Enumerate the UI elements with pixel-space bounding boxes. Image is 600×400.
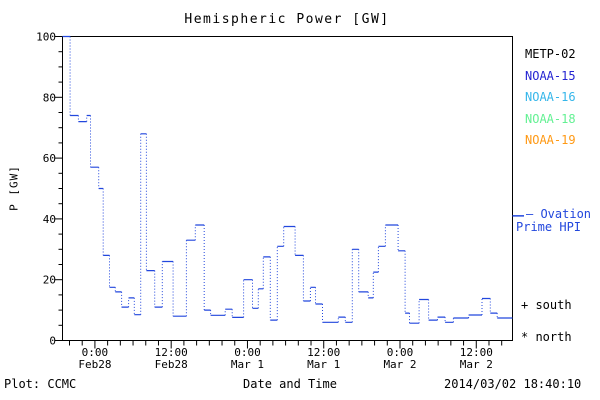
x-tick-date-label: Feb28 bbox=[155, 358, 188, 371]
x-tick-date-label: Mar 2 bbox=[383, 358, 416, 371]
ovation-line1: — Ovation bbox=[526, 207, 592, 221]
y-tick-label: 20 bbox=[43, 274, 56, 287]
x-tick-time-label: 12:00 bbox=[155, 346, 188, 359]
x-tick-time-label: 0:00 bbox=[234, 346, 261, 359]
x-tick-date-label: Mar 1 bbox=[307, 358, 340, 371]
chart-title: Hemispheric Power [GW] bbox=[184, 12, 390, 27]
legend-item-noaa-16: NOAA-16 bbox=[525, 90, 576, 104]
y-tick-label: 0 bbox=[49, 335, 56, 348]
series-vertical-connectors bbox=[69, 36, 498, 324]
plot-box bbox=[62, 36, 513, 341]
x-tick-time-label: 0:00 bbox=[82, 346, 109, 359]
north-marker-key: * north bbox=[521, 330, 572, 344]
ovation-prime-label: — Ovation Prime HPI bbox=[516, 208, 591, 234]
y-tick-label: 60 bbox=[43, 152, 56, 165]
y-tick-label: 100 bbox=[36, 31, 56, 44]
y-tick-label: 40 bbox=[43, 213, 56, 226]
x-tick-date-label: Feb28 bbox=[78, 358, 111, 371]
series-step-segments bbox=[62, 35, 513, 324]
y-tick-label: 80 bbox=[43, 91, 56, 104]
x-tick-date-label: Mar 2 bbox=[460, 358, 493, 371]
legend-item-noaa-19: NOAA-19 bbox=[525, 133, 576, 147]
x-tick-time-label: 12:00 bbox=[460, 346, 493, 359]
x-tick-date-label: Mar 1 bbox=[231, 358, 264, 371]
generated-timestamp: 2014/03/02 18:40:10 bbox=[444, 377, 582, 391]
legend-item-noaa-15: NOAA-15 bbox=[525, 68, 576, 83]
series-ovation-prime-hpi bbox=[62, 35, 513, 324]
y-axis-label: P [GW] bbox=[7, 165, 21, 211]
satellite-legend: METP-02 NOAA-15 NOAA-16 NOAA-18 NOAA-19 bbox=[525, 44, 576, 152]
x-tick-time-label: 0:00 bbox=[387, 346, 414, 359]
south-marker-key: + south bbox=[521, 298, 572, 312]
plot-credit: Plot: CCMC bbox=[4, 377, 77, 391]
y-axis: 0 20 40 60 80 100 bbox=[36, 31, 63, 348]
legend-item-noaa-18: NOAA-18 bbox=[525, 111, 576, 126]
ovation-line2: Prime HPI bbox=[516, 220, 582, 234]
legend-item-metp-02: METP-02 bbox=[525, 47, 576, 61]
x-axis-title: Date and Time bbox=[243, 377, 337, 391]
x-tick-time-label: 12:00 bbox=[307, 346, 340, 359]
